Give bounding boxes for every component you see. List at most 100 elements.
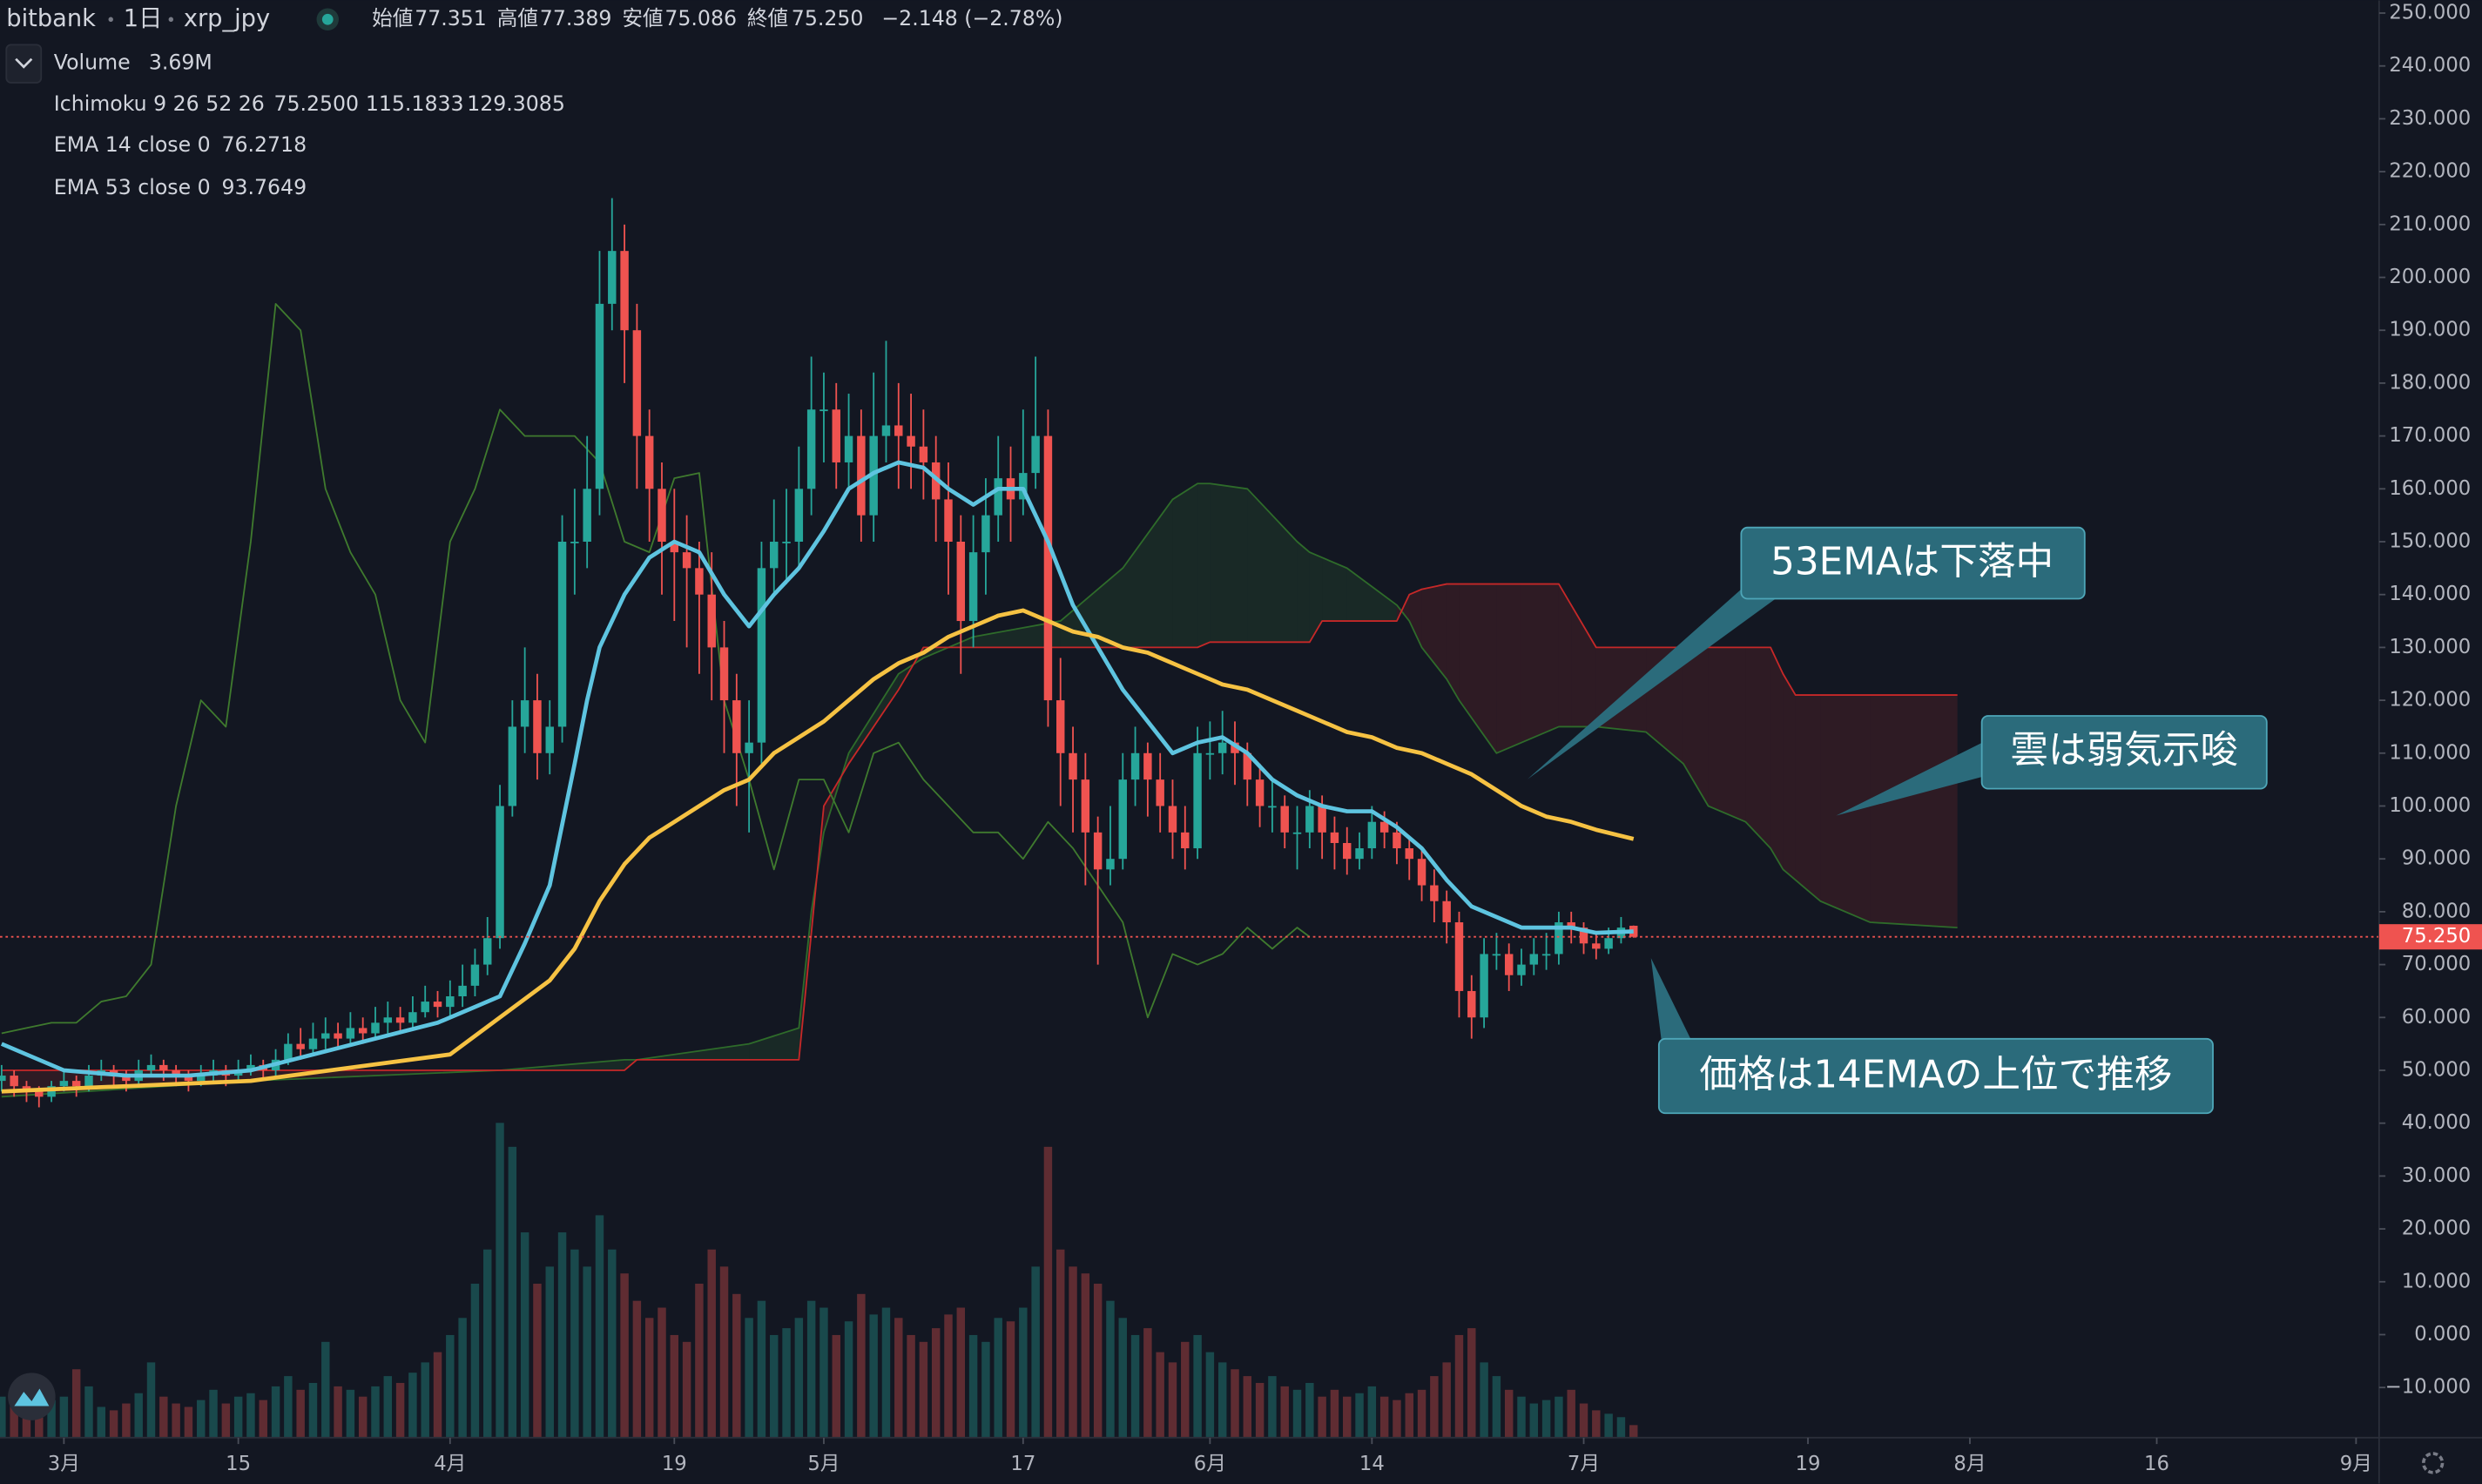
y-tick-label: 240.000 bbox=[2389, 54, 2471, 77]
cloud-segment bbox=[1820, 695, 1871, 923]
y-tick-label: −10.000 bbox=[2385, 1376, 2472, 1399]
volume-legend-value: 3.69M bbox=[149, 51, 212, 75]
volume-bar bbox=[770, 1334, 779, 1438]
volume-bar bbox=[184, 1406, 193, 1438]
collapse-button[interactable] bbox=[5, 44, 43, 84]
volume-bar bbox=[1541, 1400, 1551, 1438]
volume-bar bbox=[857, 1293, 866, 1438]
volume-bar bbox=[496, 1123, 504, 1438]
separator bbox=[168, 17, 174, 22]
volume-bar bbox=[520, 1232, 529, 1438]
candle-body bbox=[172, 1069, 180, 1076]
x-tick-label: 8月 bbox=[1953, 1453, 1986, 1475]
candle-body bbox=[1069, 752, 1077, 780]
candle-body bbox=[470, 964, 480, 986]
ichimoku-legend-value: 75.2500 bbox=[273, 91, 359, 116]
volume-bar bbox=[346, 1389, 355, 1438]
volume-bar bbox=[483, 1249, 492, 1438]
candle-body bbox=[1442, 901, 1451, 923]
candle-body bbox=[1019, 473, 1028, 500]
volume-bar bbox=[1492, 1376, 1501, 1438]
cloud-segment bbox=[1123, 499, 1173, 648]
volume-bar bbox=[670, 1334, 679, 1438]
y-tick-label: 220.000 bbox=[2389, 160, 2471, 183]
ema-line bbox=[1, 608, 1635, 1094]
y-tick-label: 190.000 bbox=[2389, 319, 2471, 341]
candle-body bbox=[670, 542, 679, 553]
volume-bar bbox=[719, 1266, 729, 1438]
volume-bar bbox=[695, 1284, 704, 1438]
volume-bar bbox=[233, 1396, 243, 1438]
volume-bar bbox=[421, 1362, 429, 1438]
candle-body bbox=[371, 1022, 380, 1034]
candle-body bbox=[47, 1086, 56, 1097]
candle-body bbox=[284, 1043, 293, 1060]
x-tick-label: 16 bbox=[2144, 1453, 2169, 1475]
low-value: 75.086 bbox=[664, 6, 737, 30]
cloud-segment bbox=[1745, 647, 1771, 849]
candle-body bbox=[321, 1033, 330, 1039]
volume-bar bbox=[956, 1307, 966, 1438]
volume-bar bbox=[570, 1249, 579, 1438]
volume-bar bbox=[1031, 1266, 1040, 1438]
cloud-segment bbox=[1683, 647, 1709, 806]
y-tick-label: 110.000 bbox=[2389, 741, 2471, 764]
candle-body bbox=[383, 1017, 393, 1023]
candle-body bbox=[1430, 885, 1439, 901]
candle-body bbox=[346, 1028, 355, 1039]
span-a-line bbox=[1, 482, 1958, 1098]
candle-body bbox=[1280, 806, 1289, 833]
volume-bar bbox=[931, 1328, 941, 1438]
volume-bar bbox=[259, 1400, 267, 1438]
x-tick-label: 7月 bbox=[1568, 1453, 1600, 1475]
candle-body bbox=[682, 552, 691, 569]
candle-body bbox=[719, 647, 729, 701]
cloud-segment bbox=[1172, 483, 1198, 648]
candle-body bbox=[184, 1076, 193, 1082]
volume-bar bbox=[1205, 1352, 1215, 1438]
candle-body bbox=[994, 478, 1002, 516]
candle-body bbox=[557, 542, 567, 727]
candle-body bbox=[695, 568, 704, 595]
y-tick-label: 20.000 bbox=[2402, 1218, 2472, 1240]
candle-body bbox=[1093, 832, 1103, 870]
ema53-legend: EMA 53 close 0 bbox=[54, 175, 211, 199]
volume-bar bbox=[620, 1273, 629, 1438]
volume-bar bbox=[10, 1389, 18, 1438]
ichimoku-legend: Ichimoku 9 26 52 26 bbox=[54, 91, 265, 116]
volume-bar bbox=[1193, 1334, 1202, 1438]
candle-body bbox=[421, 1002, 429, 1013]
volume-bar bbox=[1430, 1376, 1439, 1438]
candle-body bbox=[794, 489, 804, 543]
candle-body bbox=[1231, 742, 1239, 753]
logo[interactable] bbox=[8, 1373, 56, 1420]
candle-body bbox=[1205, 752, 1215, 755]
candle-body bbox=[1056, 700, 1065, 753]
candle-body bbox=[1305, 806, 1314, 833]
volume-bar bbox=[1579, 1403, 1588, 1438]
volume-bar bbox=[1318, 1396, 1326, 1438]
volume-bar bbox=[296, 1389, 305, 1438]
candle-body bbox=[1379, 821, 1389, 833]
cloud-segment bbox=[1197, 483, 1211, 648]
candle-body bbox=[1181, 832, 1190, 849]
volume-bar bbox=[246, 1393, 255, 1438]
volume-bar bbox=[97, 1406, 106, 1438]
candle-body bbox=[1517, 964, 1526, 975]
y-tick-label: 100.000 bbox=[2389, 794, 2471, 817]
volume-bar bbox=[1069, 1266, 1077, 1438]
candle-body bbox=[819, 409, 828, 412]
cloud-segment bbox=[1770, 647, 1784, 870]
settings-icon[interactable] bbox=[2421, 1452, 2445, 1474]
cloud-segment bbox=[1459, 583, 1497, 753]
volume-bar bbox=[358, 1396, 368, 1438]
x-tick-label: 3月 bbox=[48, 1453, 80, 1475]
volume-bar bbox=[59, 1396, 69, 1438]
y-tick-label: 180.000 bbox=[2389, 371, 2471, 394]
candle-body bbox=[358, 1028, 368, 1034]
y-tick-label: 130.000 bbox=[2389, 636, 2471, 658]
candle-body bbox=[1217, 742, 1227, 753]
cloud-segment bbox=[1447, 583, 1460, 701]
candle-body bbox=[956, 542, 966, 622]
